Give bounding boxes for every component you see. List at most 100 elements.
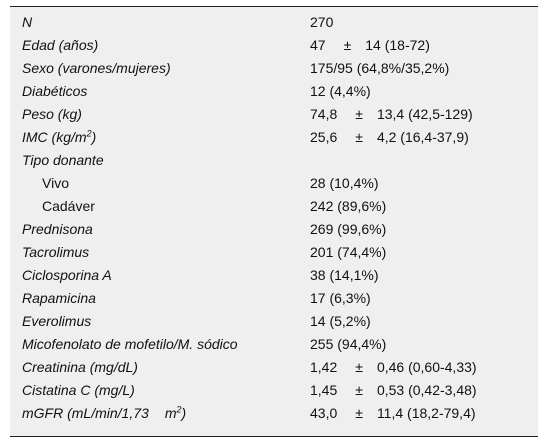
row-label: N — [22, 11, 32, 34]
table-row: Vivo 28 (10,4%) — [10, 172, 538, 195]
row-label: Rapamicina — [22, 287, 96, 310]
value-text: 269 (99,6%) — [310, 221, 387, 237]
sd-range: 11,4 (18,2-79,4) — [376, 405, 476, 421]
row-label: Everolimus — [22, 310, 91, 333]
row-label: mGFR (mL/min/1,73 m2) — [22, 402, 186, 425]
sd-range: 4,2 (16,4-37,9) — [376, 129, 469, 145]
label-text: Tipo donante — [22, 152, 104, 168]
sd-range: 0,46 (0,60-4,33) — [376, 359, 477, 375]
row-value: 1,42 ±0,46 (0,60-4,33) — [310, 356, 477, 379]
row-value: 255 (94,4%) — [310, 333, 386, 356]
label-text: N — [22, 14, 33, 30]
row-label: Diabéticos — [22, 80, 87, 103]
table-row: Tipo donante — [10, 149, 538, 172]
value-text: 14 (5,2%) — [310, 313, 371, 329]
table-row: IMC (kg/m2) 25,6 ±4,2 (16,4-37,9) — [10, 126, 538, 149]
value-text: 270 — [310, 14, 334, 30]
row-label: Cadáver — [42, 195, 95, 218]
label-end: ) — [91, 129, 97, 145]
table-row: Creatinina (mg/dL) 1,42 ±0,46 (0,60-4,33) — [10, 356, 538, 379]
mean: 47 — [310, 37, 326, 53]
row-label: IMC (kg/m2) — [22, 126, 96, 149]
table-row: Peso (kg) 74,8 ±13,4 (42,5-129) — [10, 103, 538, 126]
value-text: 255 (94,4%) — [310, 336, 387, 352]
value-text: 28 (10,4%) — [310, 175, 379, 191]
row-value: 25,6 ±4,2 (16,4-37,9) — [310, 126, 469, 149]
value-text: 201 (74,4%) — [310, 244, 387, 260]
value-text: 12 (4,4%) — [310, 83, 371, 99]
row-label: Sexo (varones/mujeres) — [22, 57, 171, 80]
row-label: Edad (años) — [22, 34, 98, 57]
label-text: Creatinina (mg/dL) — [22, 359, 138, 375]
row-value: 175/95 (64,8%/35,2%) — [310, 57, 449, 80]
table-row: Cistatina C (mg/L) 1,45 ±0,53 (0,42-3,48) — [10, 379, 538, 402]
value-text: 242 (89,6%) — [310, 198, 387, 214]
row-label: Tipo donante — [22, 149, 104, 172]
table-row: Diabéticos 12 (4,4%) — [10, 80, 538, 103]
label-unit: m — [164, 405, 177, 421]
mean: 1,45 — [310, 382, 338, 398]
label-text: Sexo (varones/mujeres) — [22, 60, 171, 76]
label-text: Edad (años) — [22, 37, 99, 53]
label-text: Cistatina C (mg/L) — [22, 382, 135, 398]
row-label: Peso (kg) — [22, 103, 82, 126]
row-label: Creatinina (mg/dL) — [22, 356, 138, 379]
plus-minus: ± — [355, 405, 363, 421]
row-value: 17 (6,3%) — [310, 287, 371, 310]
row-value: 1,45 ±0,53 (0,42-3,48) — [310, 379, 477, 402]
label-text: IMC (kg/m — [22, 129, 87, 145]
label-text: Peso (kg) — [22, 106, 82, 122]
label-text: Diabéticos — [22, 83, 88, 99]
row-value: 47 ±14 (18-72) — [310, 34, 430, 57]
row-label: Vivo — [42, 172, 69, 195]
row-label: Cistatina C (mg/L) — [22, 379, 135, 402]
label-text: Cadáver — [42, 198, 95, 214]
row-value: 38 (14,1%) — [310, 264, 378, 287]
row-value: 43,0 ±11,4 (18,2-79,4) — [310, 402, 476, 425]
row-label: Micofenolato de mofetilo/M. sódico — [22, 333, 238, 356]
label-end: ) — [181, 405, 187, 421]
sd-range: 0,53 (0,42-3,48) — [376, 382, 477, 398]
value-text: 38 (14,1%) — [310, 267, 379, 283]
row-label: Tacrolimus — [22, 241, 89, 264]
label-text: Prednisona — [22, 221, 93, 237]
sd-range: 13,4 (42,5-129) — [376, 106, 473, 122]
plus-minus: ± — [343, 37, 352, 53]
table-row: mGFR (mL/min/1,73 m2) 43,0 ±11,4 (18,2-79,4… — [10, 402, 538, 425]
label-text: Everolimus — [22, 313, 92, 329]
row-value: 12 (4,4%) — [310, 80, 371, 103]
table-row: Sexo (varones/mujeres) 175/95 (64,8%/35,2… — [10, 57, 538, 80]
mean: 1,42 — [310, 359, 338, 375]
row-value: 201 (74,4%) — [310, 241, 386, 264]
sd-range: 14 (18-72) — [365, 37, 430, 53]
table-row: Ciclosporina A 38 (14,1%) — [10, 264, 538, 287]
row-label: Prednisona — [22, 218, 93, 241]
table-row: Everolimus 14 (5,2%) — [10, 310, 538, 333]
mean: 25,6 — [310, 129, 338, 145]
row-value: 28 (10,4%) — [310, 172, 378, 195]
plus-minus: ± — [355, 382, 363, 398]
table-row: Cadáver 242 (89,6%) — [10, 195, 538, 218]
row-label: Ciclosporina A — [22, 264, 112, 287]
label-text: Tacrolimus — [22, 244, 90, 260]
label-text: Vivo — [42, 175, 69, 191]
plus-minus: ± — [355, 129, 363, 145]
row-value: 269 (99,6%) — [310, 218, 386, 241]
plus-minus: ± — [355, 106, 363, 122]
label-text: mGFR (mL/min/1,73 — [22, 405, 149, 421]
value-text: 17 (6,3%) — [310, 290, 371, 306]
table: N 270 Edad (años) 47 ±14 (18-72) Sexo (varone… — [10, 6, 538, 437]
superscript: 2 — [176, 404, 182, 415]
table-row: Rapamicina 17 (6,3%) — [10, 287, 538, 310]
value-text: 175/95 (64,8%/35,2%) — [310, 60, 450, 76]
label-text: Micofenolato de mofetilo/M. sódico — [22, 336, 238, 352]
row-value: 270 — [310, 11, 333, 34]
label-text: Ciclosporina A — [22, 267, 112, 283]
table-row: Tacrolimus 201 (74,4%) — [10, 241, 538, 264]
row-value: 242 (89,6%) — [310, 195, 386, 218]
table-row: N 270 — [10, 11, 538, 34]
table-row: Edad (años) 47 ±14 (18-72) — [10, 34, 538, 57]
mean: 43,0 — [310, 405, 338, 421]
row-value: 14 (5,2%) — [310, 310, 371, 333]
